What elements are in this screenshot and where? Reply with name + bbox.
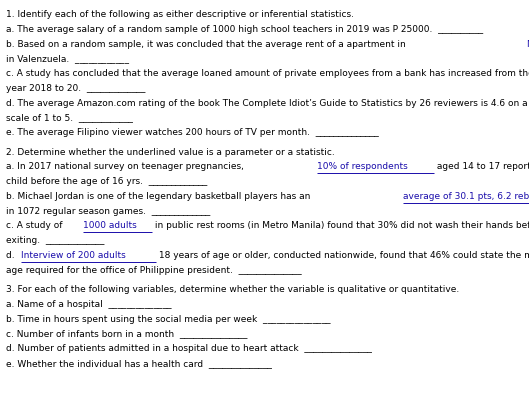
Text: e. Whether the individual has a health card  ______________: e. Whether the individual has a health c…: [6, 359, 272, 368]
Text: c. A study has concluded that the average loaned amount of private employees fro: c. A study has concluded that the averag…: [6, 69, 529, 78]
Text: d.: d.: [6, 251, 18, 260]
Text: aged 14 to 17 reported that they have a: aged 14 to 17 reported that they have a: [434, 162, 529, 172]
Text: year 2018 to 20.  _____________: year 2018 to 20. _____________: [6, 84, 145, 93]
Text: a. The average salary of a random sample of 1000 high school teachers in 2019 wa: a. The average salary of a random sample…: [6, 25, 484, 34]
Text: exiting.  _____________: exiting. _____________: [6, 236, 105, 245]
Text: a. Name of a hospital  ______________: a. Name of a hospital ______________: [6, 300, 172, 309]
Text: 10% of respondents: 10% of respondents: [317, 162, 408, 172]
Text: child before the age of 16 yrs.  _____________: child before the age of 16 yrs. ________…: [6, 177, 207, 186]
Text: d. The average Amazon.com rating of the book The Complete Idiot’s Guide to Stati: d. The average Amazon.com rating of the …: [6, 99, 528, 108]
Text: c. A study of: c. A study of: [6, 221, 66, 231]
Text: average of 30.1 pts, 6.2 rebounds, and 5.3 assists: average of 30.1 pts, 6.2 rebounds, and 5…: [403, 192, 529, 201]
Text: 1. Identify each of the following as either descriptive or inferential statistic: 1. Identify each of the following as eit…: [6, 10, 354, 19]
Text: 18 years of age or older, conducted nationwide, found that 46% could state the m: 18 years of age or older, conducted nati…: [157, 251, 529, 260]
Text: Manila: Manila: [526, 40, 529, 49]
Text: age required for the office of Philippine president.  ______________: age required for the office of Philippin…: [6, 266, 302, 275]
Text: in 1072 regular season games.  _____________: in 1072 regular season games. __________…: [6, 207, 211, 216]
Text: 3. For each of the following variables, determine whether the variable is qualit: 3. For each of the following variables, …: [6, 285, 460, 294]
Text: 2. Determine whether the underlined value is a parameter or a statistic.: 2. Determine whether the underlined valu…: [6, 148, 335, 157]
Text: b. Time in hours spent using the social media per week  _______________: b. Time in hours spent using the social …: [6, 315, 331, 324]
Text: in public rest rooms (in Metro Manila) found that 30% did not wash their hands b: in public rest rooms (in Metro Manila) f…: [152, 221, 529, 231]
Text: Interview of 200 adults: Interview of 200 adults: [21, 251, 126, 260]
Text: in Valenzuela.  ____________: in Valenzuela. ____________: [6, 54, 130, 63]
Text: e. The average Filipino viewer watches 200 hours of TV per month.  _____________: e. The average Filipino viewer watches 2…: [6, 128, 379, 137]
Text: 1000 adults: 1000 adults: [83, 221, 136, 231]
Text: b. Michael Jordan is one of the legendary basketball players has an: b. Michael Jordan is one of the legendar…: [6, 192, 314, 201]
Text: d. Number of patients admitted in a hospital due to heart attack  ______________: d. Number of patients admitted in a hosp…: [6, 344, 372, 354]
Text: b. Based on a random sample, it was concluded that the average rent of a apartme: b. Based on a random sample, it was conc…: [6, 40, 409, 49]
Text: a. In 2017 national survey on teenager pregnancies,: a. In 2017 national survey on teenager p…: [6, 162, 247, 172]
Text: c. Number of infants born in a month  _______________: c. Number of infants born in a month ___…: [6, 330, 248, 339]
Text: scale of 1 to 5.  ____________: scale of 1 to 5. ____________: [6, 113, 133, 122]
